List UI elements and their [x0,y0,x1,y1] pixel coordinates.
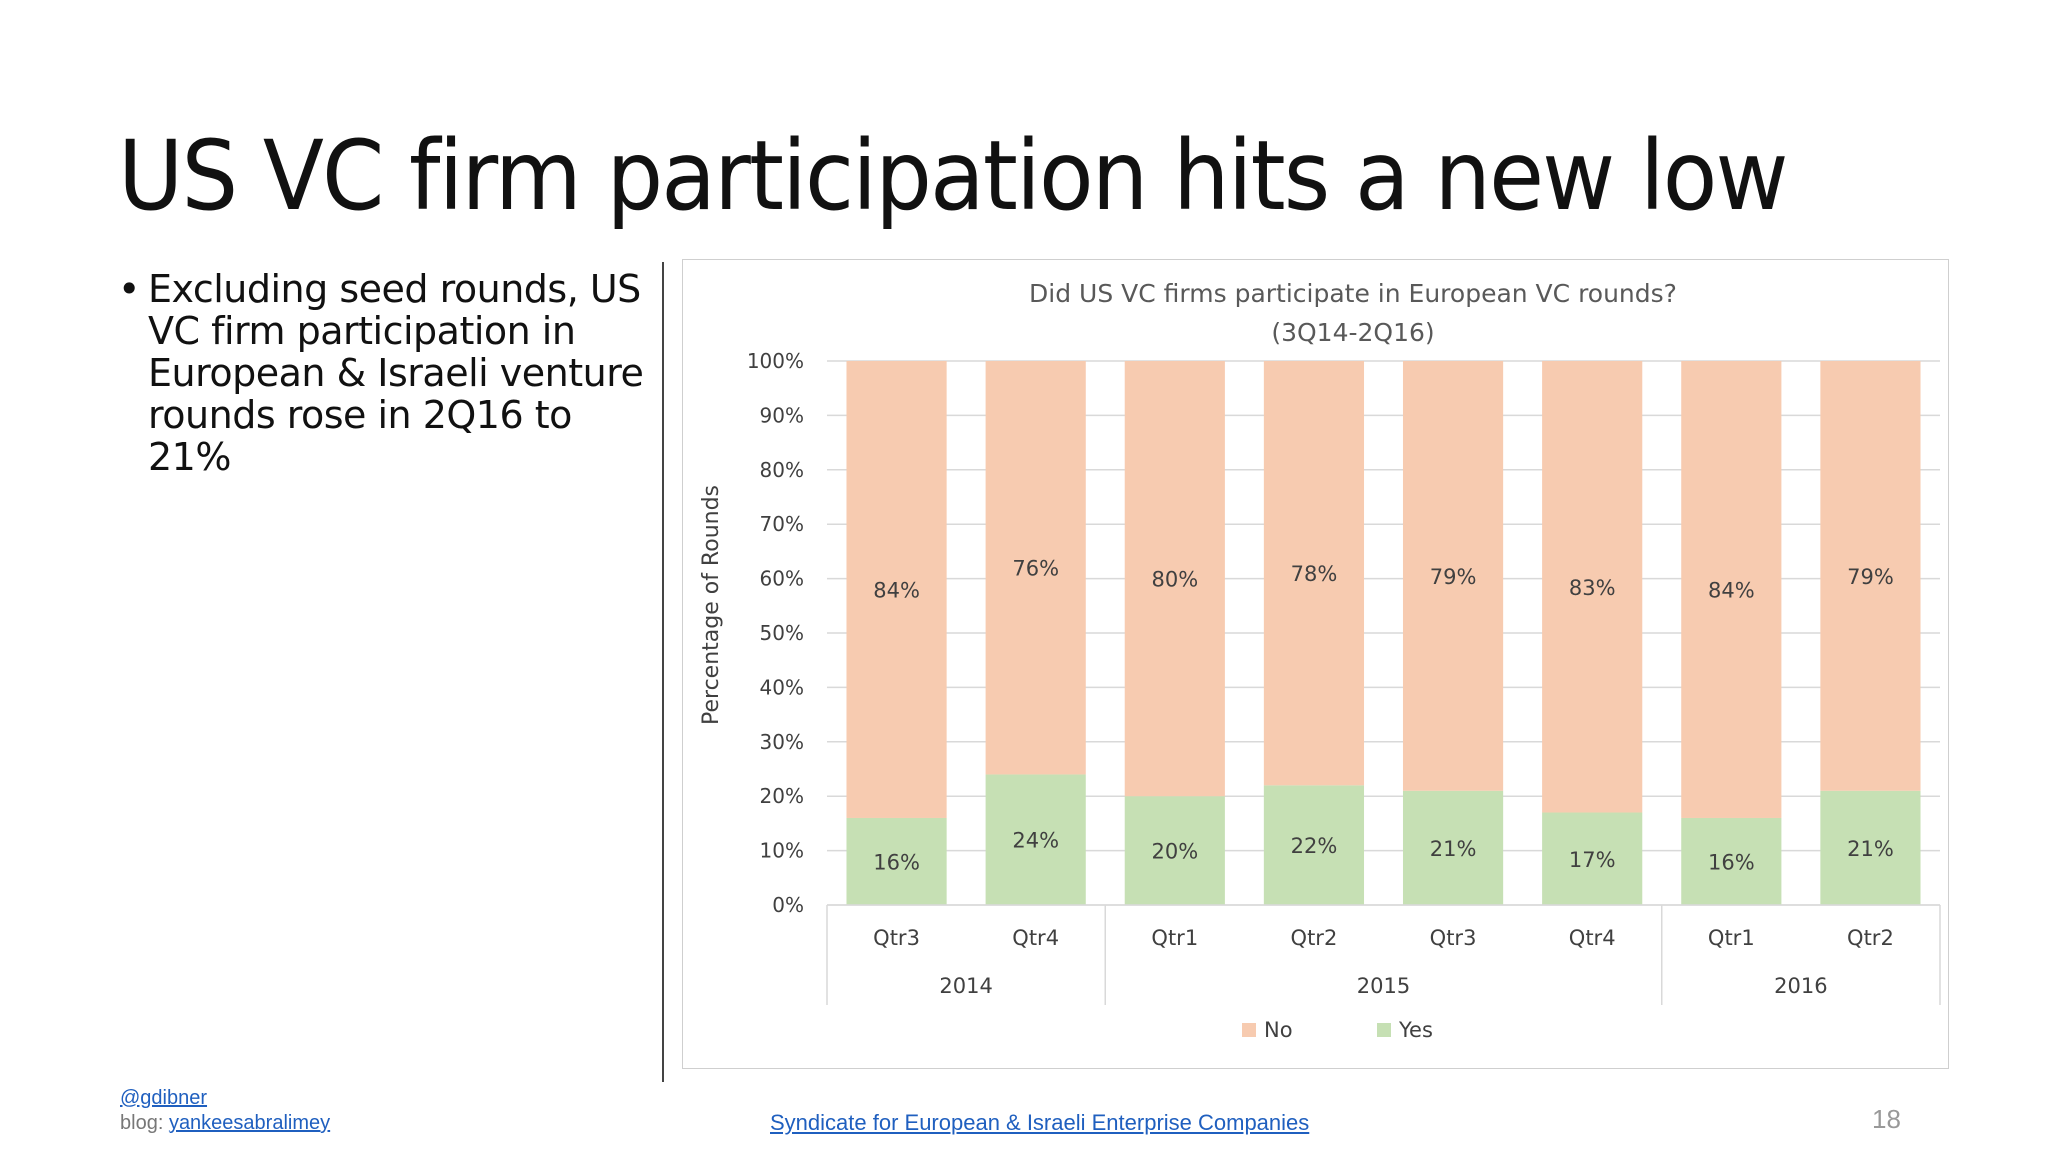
data-label-no: 84% [1708,578,1755,602]
x-group-label: 2014 [939,974,992,998]
x-group-label: 2016 [1774,974,1827,998]
y-tick-label: 30% [760,730,804,754]
page-number: 18 [1872,1104,1901,1134]
data-label-no: 80% [1151,568,1198,592]
x-tick-label: Qtr4 [1012,926,1059,950]
axis-layer: 0% 10% 20% 30% 40% 50% 60% 70% 80% 90% 100% Qtr3 Qtr… [747,349,1941,1005]
legend-label-no: No [1264,1018,1293,1042]
chart-subtitle: (3Q14-2Q16) [1271,318,1434,347]
data-label-yes: 16% [873,850,920,874]
y-tick-label: 60% [760,567,804,591]
twitter-handle-link[interactable]: @gdibner [120,1087,208,1109]
legend-swatch-yes [1377,1023,1391,1037]
vertical-divider [662,262,664,1082]
y-tick-label: 40% [760,675,804,699]
bar-no [1542,361,1643,813]
y-tick-label: 50% [760,621,804,645]
bar-no [1263,361,1365,786]
legend-swatch-no [1242,1023,1256,1037]
x-tick-label: Qtr4 [1569,926,1616,950]
bar-no [1402,361,1504,791]
bar-layer [846,361,1921,905]
data-label-no: 76% [1012,557,1059,581]
slide-title: US VC firm participation hits a new low [118,120,1789,232]
x-tick-label: Qtr2 [1847,926,1894,950]
x-group-label: 2015 [1357,974,1410,998]
x-tick-label: Qtr2 [1291,926,1338,950]
data-label-yes: 21% [1847,837,1894,861]
bar-yes [985,774,1086,905]
y-tick-label: 80% [760,458,804,482]
y-tick-label: 0% [772,893,804,917]
source-link[interactable]: Syndicate for European & Israeli Enterpr… [770,1110,1310,1135]
y-tick-label: 10% [760,839,804,863]
x-tick-label: Qtr1 [1151,926,1198,950]
data-label-no: 78% [1291,562,1338,586]
y-tick-label: 70% [760,512,804,536]
bar-no [1124,361,1225,797]
data-label-no: 79% [1430,565,1477,589]
chart: 16% 84% 24% 76% 20% 80% 22% 78% 21% 79% 17% 83% 16% 8… [699,279,1941,1042]
bar-yes [846,817,947,905]
x-tick-label: Qtr3 [1430,926,1477,950]
blog-prefix: blog: [120,1112,169,1134]
label-layer: 16% 84% 24% 76% 20% 80% 22% 78% 21% 79% 17% 83% 16% 8… [873,557,1894,875]
bar-no [1681,361,1782,818]
bar-yes [1124,796,1225,905]
y-tick-label: 90% [760,403,804,427]
bullet-marker: • [118,267,140,311]
bar-yes [1542,812,1643,905]
data-label-yes: 21% [1430,837,1477,861]
bullet-list: • Excluding seed rounds, US VC firm part… [118,268,658,478]
blog-line: blog: yankeesabralimey [120,1112,330,1135]
data-label-yes: 16% [1708,850,1755,874]
bar-yes [1263,785,1365,905]
legend-label-yes: Yes [1398,1018,1433,1042]
y-axis-label: Percentage of Rounds [699,485,724,725]
x-tick-label: Qtr3 [873,926,920,950]
bullet-item: • Excluding seed rounds, US VC firm part… [118,268,658,478]
x-tick-label: Qtr1 [1708,926,1755,950]
bar-yes [1402,790,1504,905]
data-label-yes: 20% [1151,840,1198,864]
y-tick-label: 20% [760,784,804,808]
bullet-text: Excluding seed rounds, US VC firm partic… [148,267,644,479]
data-label-yes: 24% [1012,829,1059,853]
data-label-no: 83% [1569,576,1616,600]
data-label-yes: 17% [1569,848,1616,872]
bar-no [846,361,947,818]
chart-title: Did US VC firms participate in European … [1029,279,1677,308]
legend: No Yes [1242,1018,1433,1042]
y-tick-label: 100% [747,349,804,373]
bar-yes [1820,790,1921,905]
bar-no [1820,361,1921,791]
data-label-yes: 22% [1291,834,1338,858]
bar-no [985,361,1086,775]
bar-yes [1681,817,1782,905]
data-label-no: 79% [1847,565,1894,589]
data-label-no: 84% [873,578,920,602]
blog-link[interactable]: yankeesabralimey [168,1112,331,1134]
